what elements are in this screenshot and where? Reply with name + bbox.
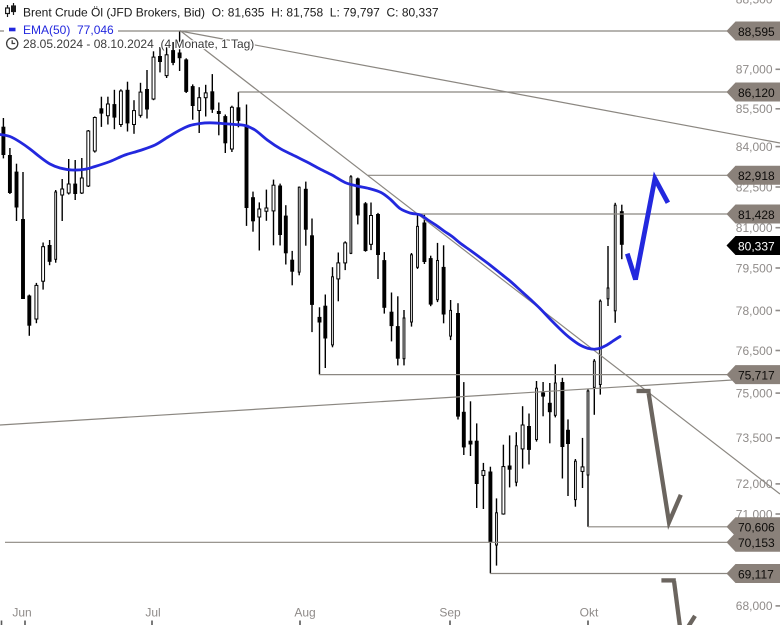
svg-text:Sep: Sep — [439, 606, 461, 620]
svg-text:84,000: 84,000 — [736, 140, 773, 154]
svg-text:Jun: Jun — [12, 606, 31, 620]
svg-text:79,500: 79,500 — [736, 261, 773, 275]
svg-text:28.05.2024 - 08.10.2024 (4 Mo: 28.05.2024 - 08.10.2024 (4 Monate, 1 Tag… — [23, 37, 254, 51]
svg-text:EMA(50) 77,046: EMA(50) 77,046 — [23, 23, 114, 37]
svg-text:Okt: Okt — [580, 606, 599, 620]
svg-text:72,000: 72,000 — [736, 477, 773, 491]
svg-text:81,428: 81,428 — [738, 208, 775, 222]
svg-text:Brent Crude Öl (JFD Brokers, B: Brent Crude Öl (JFD Brokers, Bid) O: 81,… — [23, 5, 439, 19]
svg-text:88,500: 88,500 — [736, 0, 773, 7]
svg-text:78,000: 78,000 — [736, 304, 773, 318]
svg-text:76,500: 76,500 — [736, 344, 773, 358]
svg-text:88,595: 88,595 — [738, 25, 775, 39]
svg-text:68,000: 68,000 — [736, 599, 773, 613]
svg-text:69,117: 69,117 — [738, 567, 774, 581]
svg-text:80,337: 80,337 — [738, 239, 775, 253]
svg-text:Aug: Aug — [294, 606, 315, 620]
svg-text:86,120: 86,120 — [738, 86, 775, 100]
svg-text:70,153: 70,153 — [738, 536, 775, 550]
svg-text:70,606: 70,606 — [738, 521, 775, 535]
svg-text:75,717: 75,717 — [738, 368, 775, 382]
svg-text:87,000: 87,000 — [736, 63, 773, 77]
svg-text:75,000: 75,000 — [736, 386, 773, 400]
svg-text:85,500: 85,500 — [736, 102, 773, 116]
svg-text:82,918: 82,918 — [738, 169, 775, 183]
svg-text:73,500: 73,500 — [736, 431, 773, 445]
svg-text:Jul: Jul — [145, 606, 160, 620]
